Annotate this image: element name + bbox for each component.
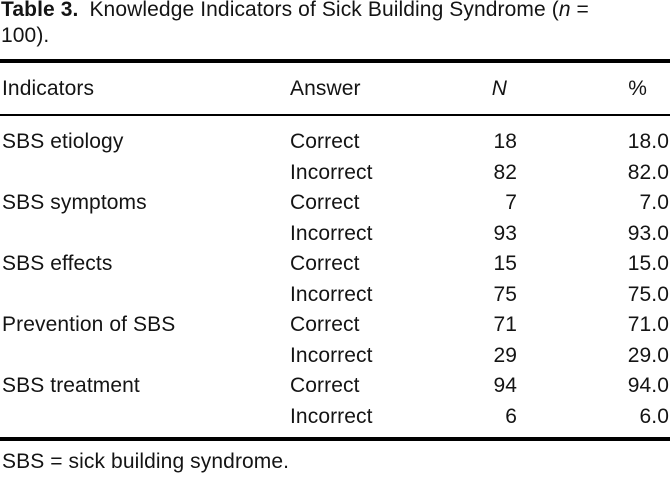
percent-cell: 6.0 <box>639 404 669 428</box>
percent-cell: 71.0 <box>627 313 669 336</box>
caption-text: Knowledge Indicators of Sick Building Sy… <box>89 0 559 21</box>
indicator-cell: SBS treatment <box>2 374 140 397</box>
percent-cell: 29.0 <box>627 343 669 367</box>
answer-cell: Correct <box>290 313 360 336</box>
table-row: SBS etiology Correct 18 18.0 <box>0 129 670 155</box>
percent-cell: 75.0 <box>627 282 669 306</box>
table-row: SBS symptoms Correct 7 7.0 <box>0 190 670 216</box>
table-caption: Table 3. Knowledge Indicators of Sick Bui… <box>1 0 666 49</box>
percent-cell: 93.0 <box>627 221 669 245</box>
n-cell: 94 <box>493 374 517 397</box>
table-footnote: SBS = sick building syndrome. <box>2 450 290 473</box>
table-row: SBS effects Correct 15 15.0 <box>0 251 670 277</box>
table-row: Incorrect 82 82.0 <box>0 160 670 186</box>
table-number-label: Table 3. <box>1 0 79 21</box>
header-percent: % <box>628 77 647 100</box>
answer-cell: Incorrect <box>290 221 373 245</box>
indicator-cell: SBS symptoms <box>2 191 147 214</box>
n-cell: 29 <box>493 343 517 367</box>
indicator-cell: SBS effects <box>2 252 113 275</box>
percent-cell: 82.0 <box>627 160 669 184</box>
n-cell: 15 <box>493 252 517 275</box>
table-row: Incorrect 93 93.0 <box>0 221 670 247</box>
indicator-cell: Prevention of SBS <box>2 313 176 336</box>
n-cell: 18 <box>493 130 517 153</box>
bottom-rule <box>0 437 670 441</box>
header-indicators: Indicators <box>2 77 95 100</box>
table-row: SBS treatment Correct 94 94.0 <box>0 373 670 399</box>
table-header-row: Indicators Answer N % <box>0 76 670 102</box>
answer-cell: Correct <box>290 130 360 153</box>
n-cell: 93 <box>493 221 517 245</box>
n-cell: 82 <box>493 160 517 184</box>
caption-line-2: 100). <box>1 24 50 47</box>
table-row: Prevention of SBS Correct 71 71.0 <box>0 312 670 338</box>
answer-cell: Incorrect <box>290 282 373 306</box>
indicator-cell: SBS etiology <box>2 130 124 153</box>
top-rule <box>0 59 670 63</box>
percent-cell: 18.0 <box>627 130 669 153</box>
answer-cell: Incorrect <box>290 404 373 428</box>
answer-cell: Correct <box>290 374 360 397</box>
table-row: Incorrect 29 29.0 <box>0 343 670 369</box>
n-cell: 75 <box>493 282 517 306</box>
caption-n-symbol: n <box>558 0 571 21</box>
percent-cell: 7.0 <box>639 191 669 214</box>
caption-line-1: Table 3. Knowledge Indicators of Sick Bui… <box>1 0 666 23</box>
header-n: N <box>491 77 507 100</box>
n-cell: 7 <box>505 191 517 214</box>
table-row: Incorrect 6 6.0 <box>0 404 670 430</box>
caption-equals: = <box>570 0 589 21</box>
answer-cell: Correct <box>290 191 360 214</box>
header-rule <box>0 114 670 116</box>
answer-cell: Correct <box>290 252 360 275</box>
table-row: Incorrect 75 75.0 <box>0 282 670 308</box>
answer-cell: Incorrect <box>290 160 373 184</box>
header-answer: Answer <box>290 77 361 100</box>
n-cell: 6 <box>505 404 517 428</box>
n-cell: 71 <box>493 313 517 336</box>
answer-cell: Incorrect <box>290 343 373 367</box>
percent-cell: 15.0 <box>627 252 669 275</box>
percent-cell: 94.0 <box>627 374 669 397</box>
